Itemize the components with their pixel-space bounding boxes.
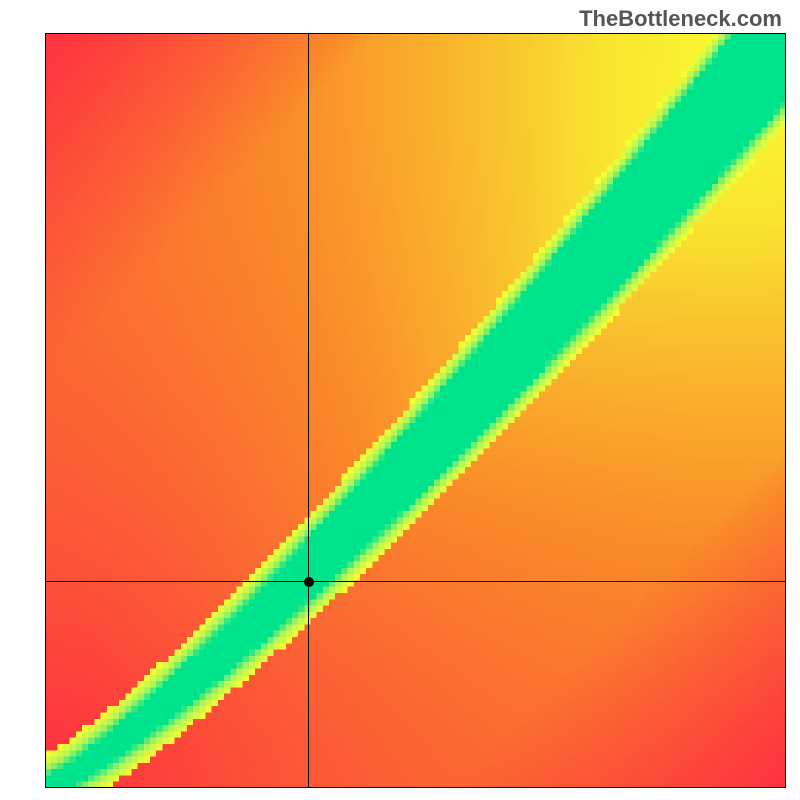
watermark-text: TheBottleneck.com	[579, 6, 782, 32]
crosshair-marker	[304, 577, 314, 587]
crosshair-vertical	[308, 33, 309, 788]
crosshair-horizontal	[45, 581, 786, 582]
plot-border	[45, 33, 786, 788]
